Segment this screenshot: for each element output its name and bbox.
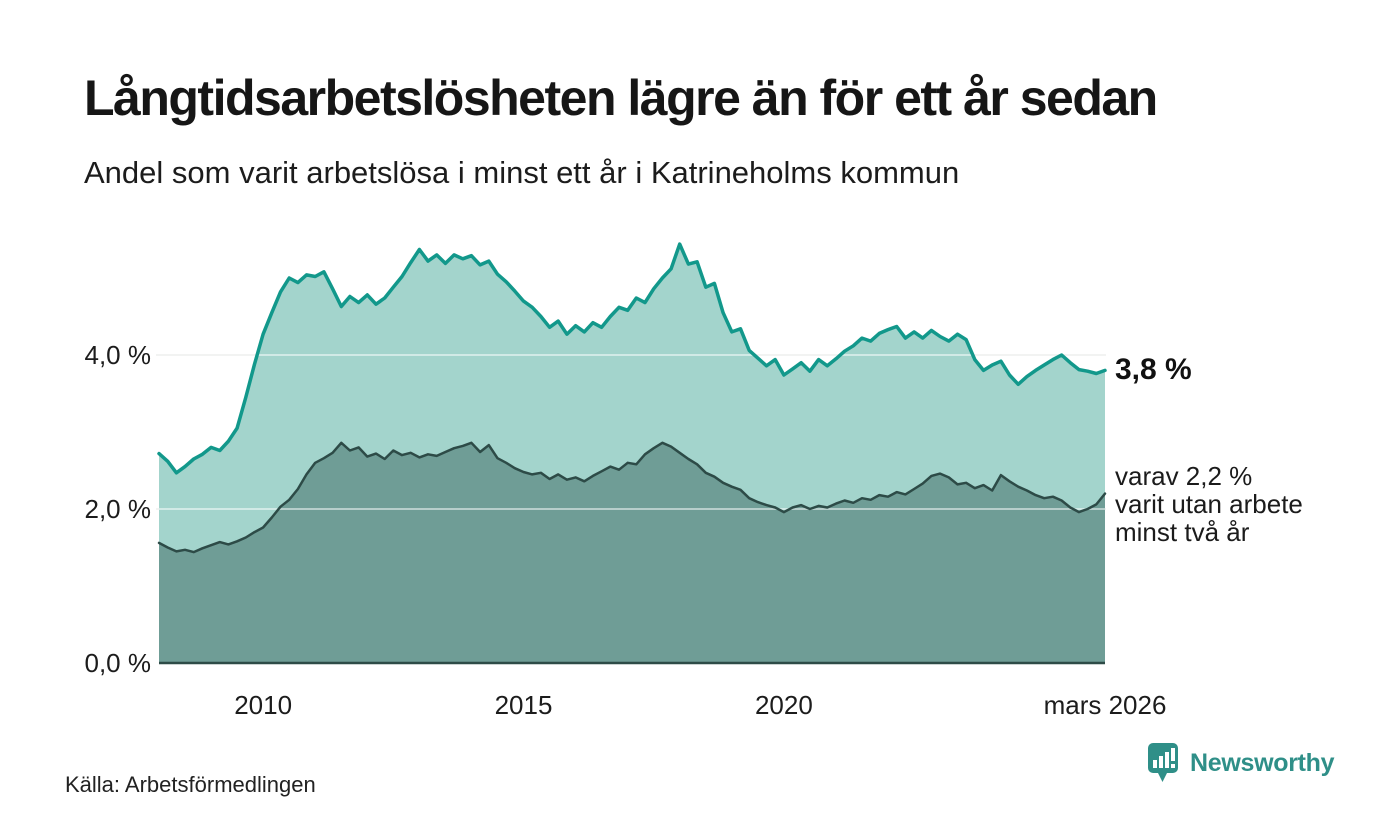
secondary-label-line-1: varav 2,2 % [1115, 461, 1253, 491]
series-line-total [157, 242, 1107, 475]
page-title: Långtidsarbetslösheten lägre än för ett … [84, 70, 1158, 126]
x-tick-label-mars-2026: mars 2026 [1043, 690, 1167, 720]
x-tick-label-2015: 2015 [494, 690, 553, 720]
newsworthy-bubble-icon [1148, 743, 1178, 782]
brand-logo: Newsworthy [1147, 742, 1335, 788]
secondary-label-line-2: varit utan arbete [1115, 489, 1303, 519]
y-tick-label-0: 0,0 % [84, 648, 152, 678]
series-end-label-total: 3,8 % [1115, 353, 1192, 387]
page-subtitle: Andel som varit arbetslösa i minst ett å… [84, 155, 960, 190]
x-tick-label-2020: 2020 [754, 690, 813, 720]
brand-name: Newsworthy [1190, 749, 1335, 777]
x-tick-label-2010: 2010 [234, 690, 293, 720]
series-area-secondary [159, 442, 1105, 663]
series-end-label-secondary: varav 2,2 % varit utan arbete minst två … [1115, 462, 1303, 546]
y-tick-label-4: 4,0 % [84, 340, 152, 370]
series-line-secondary [157, 441, 1107, 554]
secondary-label-line-3: minst två år [1115, 517, 1250, 547]
source-attribution: Källa: Arbetsförmedlingen [65, 772, 316, 797]
y-tick-label-2: 2,0 % [84, 494, 152, 524]
